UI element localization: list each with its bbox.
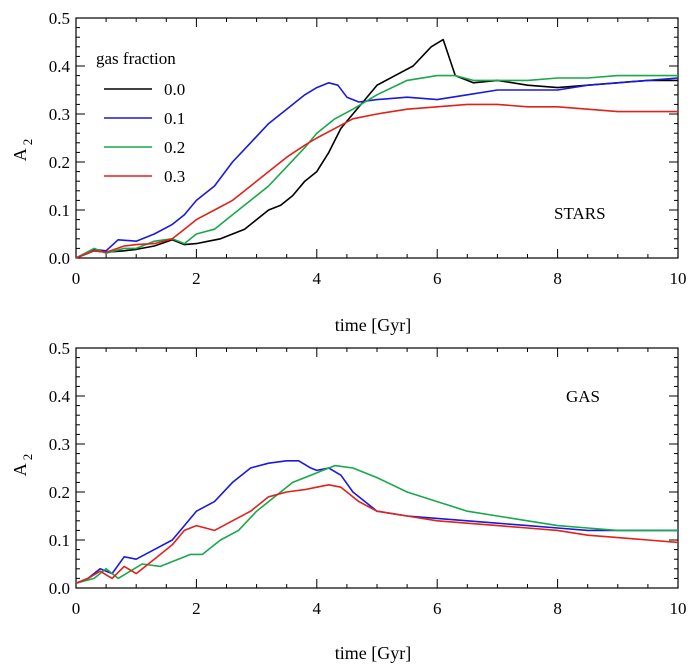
legend-label-0.2: 0.2 [164,138,185,157]
stars-series-line-0.1 [75,77,679,259]
legend-label-0.0: 0.0 [164,80,185,99]
stars-y-tick-label: 0.5 [49,9,70,28]
gas-x-tick-label: 0 [72,599,81,618]
gas-x-tick-label: 4 [313,599,322,618]
stars-panel: STARS A2 time [Gyr] gas fraction 0 2 4 6 8 10… [10,9,687,335]
stars-y-tick-label: 0.3 [49,105,70,124]
gas-series-line-0.2 [75,464,678,584]
gas-series-line-0.3 [75,483,679,584]
gas-x-tick-label: 6 [433,599,442,618]
stars-panel-label: STARS [554,204,606,223]
gas-y-axis-label-subscript: 2 [20,454,35,461]
gas-panel-label: GAS [566,387,600,406]
gas-y-tick-label: 0.1 [49,531,70,550]
legend-label-0.1: 0.1 [164,109,185,128]
stars-x-tick-label: 8 [553,269,562,288]
stars-x-tick-label: 4 [313,269,322,288]
legend-label-0.3: 0.3 [164,167,185,186]
stars-x-axis-label: time [Gyr] [335,315,411,335]
gas-y-tick-label: 0.4 [49,387,71,406]
stars-y-tick-label: 0.4 [49,57,71,76]
stars-y-axis-label: A2 [10,139,35,162]
gas-y-tick-label: 0.5 [49,339,70,358]
stars-y-tick-label: 0.2 [49,153,70,172]
stars-x-tick-label: 10 [670,269,687,288]
gas-x-tick-label: 10 [670,599,687,618]
stars-x-tick-label: 6 [433,269,442,288]
stars-series-line-0.2 [75,74,678,259]
gas-y-axis-label-main: A [10,463,30,476]
gas-y-axis-label: A2 [10,454,35,477]
gas-plot-frame [75,347,679,589]
gas-y-tick-label: 0.0 [49,579,70,598]
gas-panel: GAS A2 time [Gyr] 0 2 4 6 8 100.00.10.20.30.4… [10,339,687,663]
stars-series-line-0.3 [75,103,678,259]
stars-y-axis-label-main: A [10,148,30,161]
stars-y-tick-label: 0.0 [49,249,70,268]
gas-x-tick-label: 8 [553,599,562,618]
gas-y-tick-label: 0.2 [49,483,70,502]
stars-x-tick-label: 0 [72,269,81,288]
stars-y-axis-label-subscript: 2 [20,139,35,146]
gas-y-tick-label: 0.3 [49,435,70,454]
gas-series-line-0.1 [75,459,678,584]
stars-y-tick-label: 0.1 [49,201,70,220]
legend-title: gas fraction [96,49,176,68]
gas-x-axis-label: time [Gyr] [335,643,411,663]
stars-x-tick-label: 2 [192,269,201,288]
gas-x-tick-label: 2 [192,599,201,618]
